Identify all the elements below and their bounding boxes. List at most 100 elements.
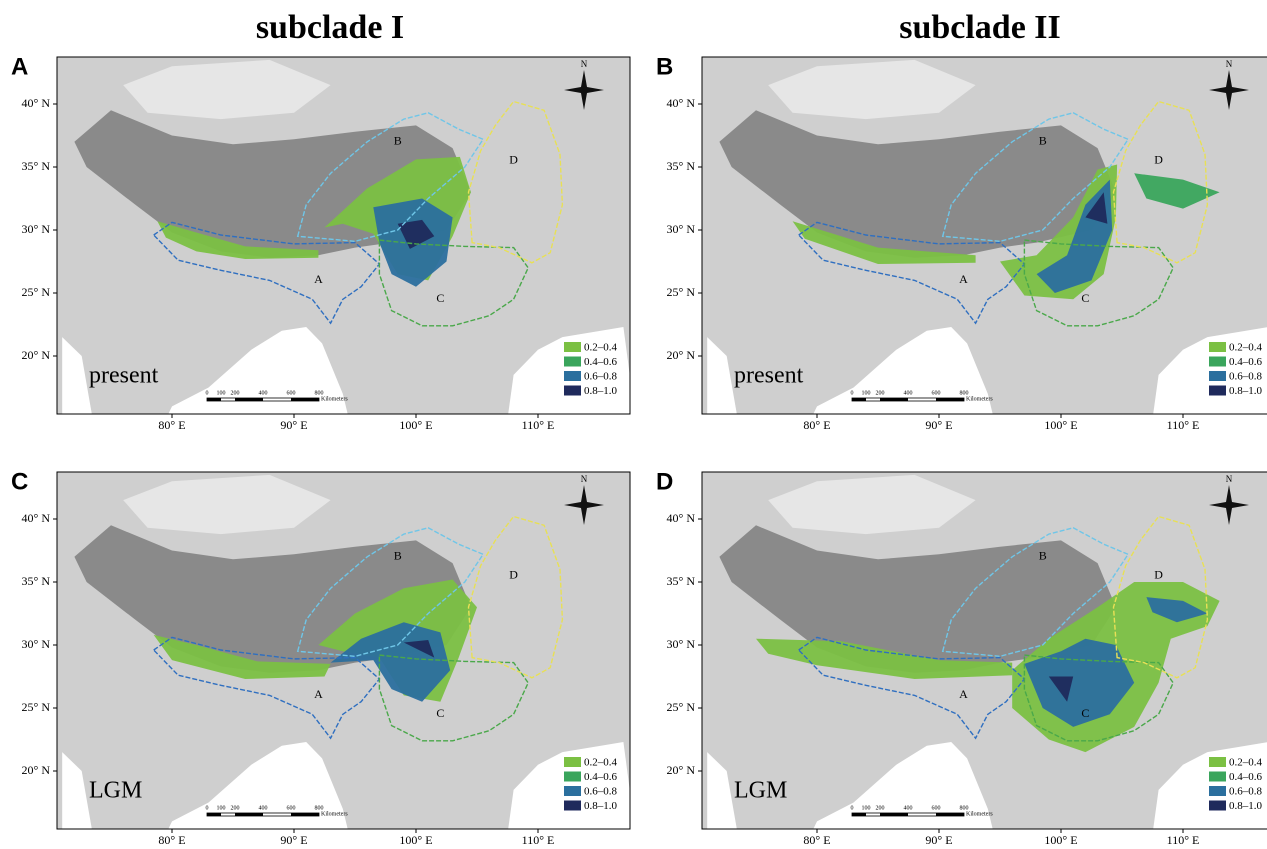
legend-label: 0.4–0.6 — [1229, 771, 1263, 783]
period-label: present — [734, 363, 804, 389]
compass-label: N — [1226, 59, 1233, 69]
x-tick-label: 110° E — [1167, 418, 1200, 432]
y-tick-label: 40° N — [667, 511, 696, 525]
legend-swatch — [1209, 786, 1226, 796]
legend-label: 0.4–0.6 — [1229, 356, 1263, 368]
y-tick-label: 40° N — [22, 96, 51, 110]
y-tick-label: 40° N — [22, 511, 51, 525]
y-tick-label: 25° N — [667, 700, 696, 714]
x-tick-label: 100° E — [399, 833, 432, 847]
y-tick-label: 20° N — [667, 348, 696, 362]
scale-tick-label: 600 — [932, 390, 941, 396]
period-label: present — [89, 363, 159, 389]
region-label: A — [314, 687, 323, 701]
region-label: A — [959, 272, 968, 286]
region-label: C — [436, 291, 444, 305]
panel-letter: A — [11, 53, 28, 80]
scale-tick-label: 100 — [862, 390, 871, 396]
scale-segment — [852, 813, 866, 816]
y-tick-label: 35° N — [667, 574, 696, 588]
map-panel: ABCDNLGM0100200400600800Kilometers0.2–0.… — [22, 472, 636, 847]
scale-tick-label: 200 — [876, 390, 885, 396]
scale-unit: Kilometers — [966, 811, 993, 817]
scale-tick-label: 600 — [287, 805, 296, 811]
legend-label: 0.2–0.4 — [584, 757, 618, 769]
scale-tick-label: 0 — [851, 390, 854, 396]
panel-letter: B — [656, 53, 673, 80]
region-label: D — [509, 152, 518, 166]
region-label: D — [1154, 567, 1163, 581]
legend-swatch — [1209, 371, 1226, 381]
scale-tick-label: 400 — [259, 390, 268, 396]
x-tick-label: 90° E — [925, 418, 952, 432]
y-tick-label: 25° N — [22, 700, 51, 714]
scale-segment — [936, 813, 964, 816]
y-tick-label: 20° N — [667, 763, 696, 777]
legend-swatch — [1209, 342, 1226, 352]
legend-label: 0.2–0.4 — [1229, 757, 1263, 769]
x-tick-label: 80° E — [803, 418, 830, 432]
region-label: B — [394, 549, 402, 563]
map-panel: ABCDNpresent0100200400600800Kilometers0.… — [22, 57, 636, 432]
legend-swatch — [564, 757, 581, 767]
legend-label: 0.6–0.8 — [584, 371, 618, 383]
panel-letter: D — [656, 468, 673, 495]
legend-swatch — [1209, 386, 1226, 396]
x-tick-label: 80° E — [158, 833, 185, 847]
region-label: A — [314, 272, 323, 286]
scale-tick-label: 400 — [904, 390, 913, 396]
scale-segment — [291, 813, 319, 816]
x-tick-label: 100° E — [1044, 833, 1077, 847]
panel-letter: C — [11, 468, 28, 495]
y-tick-label: 40° N — [667, 96, 696, 110]
scale-unit: Kilometers — [321, 396, 348, 402]
scale-segment — [235, 398, 263, 401]
column-title: subclade II — [899, 9, 1061, 46]
scale-unit: Kilometers — [321, 811, 348, 817]
scale-segment — [936, 398, 964, 401]
legend-label: 0.4–0.6 — [584, 356, 618, 368]
region-label: B — [1039, 549, 1047, 563]
y-tick-label: 30° N — [22, 637, 51, 651]
x-tick-label: 80° E — [158, 418, 185, 432]
y-tick-label: 25° N — [22, 285, 51, 299]
x-tick-label: 100° E — [399, 418, 432, 432]
scale-tick-label: 200 — [231, 805, 240, 811]
scale-tick-label: 0 — [206, 390, 209, 396]
scale-tick-label: 600 — [932, 805, 941, 811]
x-tick-label: 80° E — [803, 833, 830, 847]
y-tick-label: 35° N — [22, 159, 51, 173]
legend-label: 0.2–0.4 — [1229, 342, 1263, 354]
region-label: B — [394, 134, 402, 148]
x-tick-label: 110° E — [522, 833, 555, 847]
y-tick-label: 30° N — [667, 222, 696, 236]
legend-swatch — [564, 801, 581, 811]
scale-tick-label: 0 — [851, 805, 854, 811]
legend-label: 0.8–1.0 — [1229, 385, 1263, 397]
x-tick-label: 100° E — [1044, 418, 1077, 432]
legend-label: 0.2–0.4 — [584, 342, 618, 354]
x-tick-label: 90° E — [280, 418, 307, 432]
legend-swatch — [564, 342, 581, 352]
legend-label: 0.8–1.0 — [1229, 800, 1263, 812]
legend-swatch — [564, 786, 581, 796]
compass-label: N — [581, 59, 588, 69]
y-tick-label: 35° N — [667, 159, 696, 173]
scale-tick-label: 100 — [862, 805, 871, 811]
legend-swatch — [564, 386, 581, 396]
x-tick-label: 90° E — [280, 833, 307, 847]
scale-tick-label: 200 — [876, 805, 885, 811]
scale-segment — [235, 813, 263, 816]
period-label: LGM — [734, 778, 787, 804]
legend-label: 0.4–0.6 — [584, 771, 618, 783]
figure: subclade I subclade II AABCDNpresent0100… — [0, 0, 1267, 849]
legend-swatch — [564, 772, 581, 782]
scale-segment — [852, 398, 866, 401]
legend-label: 0.6–0.8 — [584, 786, 618, 798]
map: ABCDNLGM0100200400600800Kilometers0.2–0.… — [57, 472, 636, 834]
scale-segment — [207, 398, 221, 401]
legend-swatch — [1209, 757, 1226, 767]
